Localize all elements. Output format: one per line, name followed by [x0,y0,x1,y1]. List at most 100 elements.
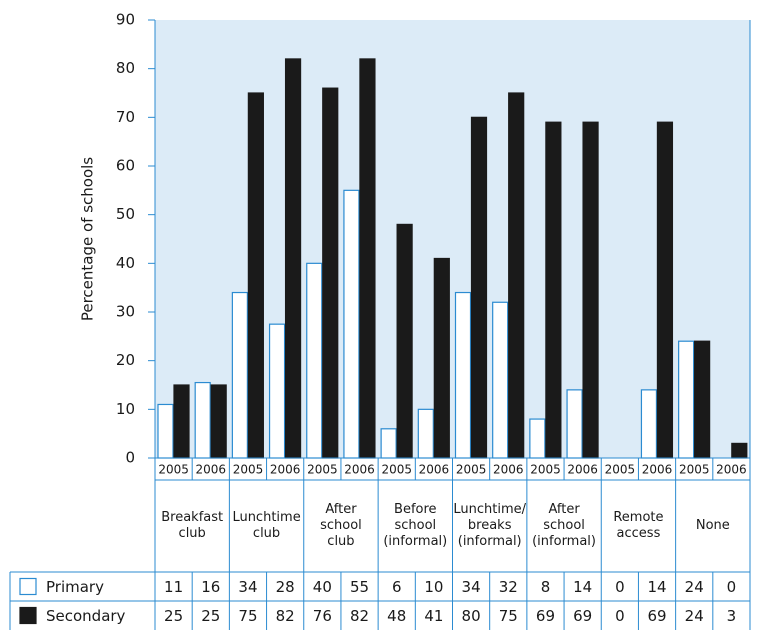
group-label-box: Remote access [613,510,664,541]
table-value: 0 [615,578,625,596]
y-tick-label: 40 [116,254,135,272]
bar [678,340,695,459]
x-tick-label: 2005 [456,463,487,477]
bar [247,92,264,459]
y-tick-label: 0 [125,449,135,467]
bar [210,384,227,459]
bar [454,291,472,459]
group-label: Remote access [613,510,664,541]
table-value: 16 [201,578,220,596]
table-value: 82 [276,607,295,625]
x-tick-label: 2006 [196,463,227,477]
legend-swatch [19,577,37,596]
table-value: 41 [424,607,443,625]
x-tick-label: 2005 [307,463,338,477]
bar [433,257,450,459]
table-value: 48 [387,607,406,625]
group-label-box: Breakfast club [161,510,224,541]
group-label: Lunchtime/ breaks (informal) [453,502,527,549]
bar [566,389,583,459]
bar [545,121,562,459]
bar [417,408,434,459]
table-value: 8 [541,578,551,596]
group-label: After school club [320,502,362,549]
y-tick-label: 90 [116,11,135,29]
bar [306,262,323,459]
x-tick-label: 2006 [419,463,450,477]
bar [231,291,248,459]
bar [380,428,397,459]
table-value: 24 [685,607,704,625]
bar [470,116,488,459]
table-value: 34 [238,578,257,596]
table-value: 55 [350,578,369,596]
table-value: 0 [727,578,737,596]
x-tick-label: 2006 [642,463,673,477]
table-value: 80 [462,607,481,625]
table-value: 82 [350,607,369,625]
y-tick-label: 60 [116,157,135,175]
group-label: Before school (informal) [383,502,448,549]
x-tick-label: 2006 [493,463,524,477]
legend-swatch [19,606,37,625]
bar [157,403,174,459]
table-value: 14 [573,578,592,596]
bar [396,223,413,459]
table-value: 11 [164,578,183,596]
x-tick-label: 2006 [270,463,301,477]
group-label-box: Before school (informal) [383,502,448,549]
table-value: 0 [615,607,625,625]
y-tick-label: 20 [116,351,135,369]
table-value: 6 [392,578,402,596]
group-label: None [695,518,730,533]
table-value: 28 [276,578,295,596]
table-value: 25 [164,607,183,625]
table-value: 69 [647,607,666,625]
table-value: 75 [499,607,518,625]
bar [173,384,190,459]
x-tick-label: 2005 [679,463,710,477]
x-tick-label: 2006 [567,463,598,477]
y-tick-label: 70 [116,108,135,126]
table-value: 76 [313,607,332,625]
bar [359,58,376,459]
table-value: 69 [536,607,555,625]
table-value: 3 [727,607,737,625]
table-value: 69 [573,607,592,625]
bar [268,323,286,459]
table-value: 14 [647,578,666,596]
x-tick-label: 2005 [530,463,561,477]
legend-label: Secondary [46,607,126,625]
table-value: 10 [424,578,443,596]
bar [640,389,658,459]
bar [343,189,360,459]
group-label: Breakfast club [161,510,224,541]
bar [322,87,339,459]
group-label-box: After school club [320,502,362,549]
bar [582,121,599,459]
group-label-box: Lunchtime/ breaks (informal) [453,502,527,549]
x-tick-label: 2006 [716,463,747,477]
y-axis-label: Percentage of schools [79,157,97,321]
table-value: 75 [238,607,257,625]
y-tick-label: 30 [116,303,135,321]
x-tick-label: 2005 [381,463,412,477]
x-tick-label: 2005 [233,463,264,477]
bar [529,418,546,459]
y-tick-label: 10 [116,400,135,418]
group-label-box: After school (informal) [532,502,596,549]
table-value: 25 [201,607,220,625]
bar [656,121,674,459]
bar [194,381,211,459]
x-tick-label: 2006 [344,463,375,477]
bar [492,301,509,459]
x-tick-label: 2005 [605,463,636,477]
group-label-box: Lunchtime club [232,510,300,541]
table-value: 34 [462,578,481,596]
table-value: 24 [685,578,704,596]
table-value: 32 [499,578,518,596]
y-tick-label: 50 [116,205,135,223]
group-label: After school (informal) [532,502,596,549]
table-value: 40 [313,578,332,596]
